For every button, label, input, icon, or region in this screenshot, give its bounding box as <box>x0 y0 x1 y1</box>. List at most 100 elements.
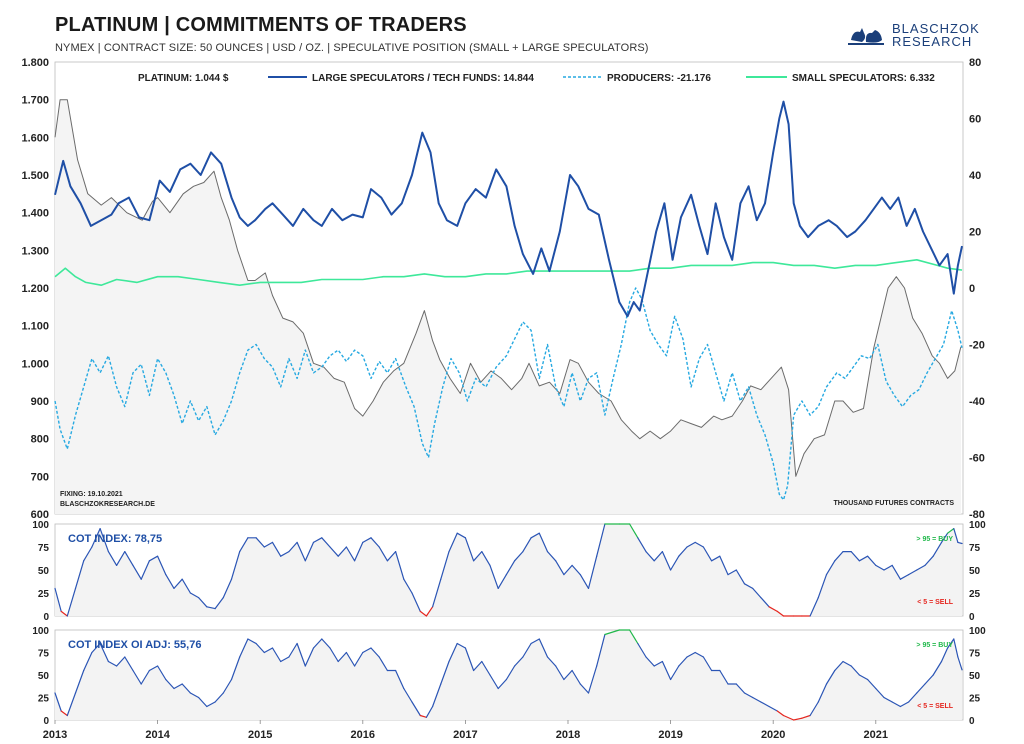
cot-line-segment <box>924 555 934 567</box>
cot-line-segment <box>263 541 274 548</box>
cot-line-segment <box>899 701 910 708</box>
legend-producers: PRODUCERS: -21.176 <box>607 73 711 84</box>
cot-left-tick-label: 50 <box>38 566 50 577</box>
cot-line-segment <box>239 537 249 553</box>
cot-line-segment <box>157 665 167 681</box>
left-axis-tick-label: 1.400 <box>21 208 49 220</box>
cot-line-segment <box>124 656 134 672</box>
left-axis-tick-label: 1.000 <box>21 358 49 370</box>
cot-right-tick-label: 100 <box>969 520 986 531</box>
cot-line-segment <box>411 701 421 717</box>
cot-line-segment <box>271 647 282 663</box>
cot-line-segment <box>743 583 754 590</box>
right-axis-tick-label: 0 <box>969 283 975 295</box>
cot-line-segment <box>505 665 516 681</box>
cot-line-segment <box>419 610 427 617</box>
x-axis-year-label: 2014 <box>145 729 170 741</box>
left-axis-tick-label: 600 <box>31 509 49 521</box>
cot-line-segment <box>907 569 918 576</box>
cot-line-segment <box>107 660 118 667</box>
x-axis-year-label: 2018 <box>556 729 580 741</box>
cot-line-segment <box>522 537 532 553</box>
cot-line-segment <box>866 678 877 690</box>
cot-line-segment <box>793 717 803 721</box>
cot-line-segment <box>271 541 282 557</box>
cot-line-segment <box>538 532 549 553</box>
legend-platinum: PLATINUM: 1.044 $ <box>138 73 229 84</box>
cot-line-segment <box>875 564 885 571</box>
cot-line-segment <box>157 555 167 576</box>
right-axis-tick-label: 20 <box>969 227 981 239</box>
cot-line-segment <box>280 550 290 557</box>
cot-line-segment <box>776 710 785 717</box>
cot-line-segment <box>148 555 159 562</box>
cot-line-segment <box>834 660 844 672</box>
cot-line-segment <box>378 656 388 672</box>
cot-left-tick-label: 75 <box>38 543 50 554</box>
cot-line-segment <box>189 592 200 599</box>
cot-line-segment <box>555 665 565 681</box>
cot-line-segment <box>916 564 926 571</box>
cot-line-segment <box>760 596 770 608</box>
cot-line-segment <box>645 550 655 562</box>
right-axis-tick-label: 60 <box>969 114 981 126</box>
cot-line-segment <box>214 692 224 703</box>
cot-line-segment <box>329 647 339 663</box>
cot-line-segment <box>825 560 836 576</box>
cot-line-segment <box>752 587 762 599</box>
cot-line-segment <box>91 527 101 548</box>
cot-index-label: COT INDEX: 78,75 <box>68 533 162 545</box>
cot-line-segment <box>288 541 298 553</box>
cot-line-segment <box>719 555 729 576</box>
cot-line-segment <box>546 656 557 667</box>
cot-line-segment <box>354 651 364 667</box>
buy-threshold-label: > 95 = BUY <box>916 642 953 649</box>
cot-line-segment <box>74 669 85 694</box>
cot-line-segment <box>54 587 62 613</box>
chart-subtitle: NYMEX | CONTRACT SIZE: 50 OUNCES | USD /… <box>55 42 649 54</box>
x-axis-year-label: 2020 <box>761 729 785 741</box>
price-area <box>55 99 961 514</box>
cot-line-segment <box>505 560 516 576</box>
cot-line-segment <box>206 606 216 610</box>
sell-threshold-label: < 5 = SELL <box>917 703 954 710</box>
cot-line-segment <box>710 555 721 562</box>
cot-line-segment <box>362 647 372 654</box>
cot-line-segment <box>280 656 290 663</box>
cot-line-segment <box>686 541 696 548</box>
cot-line-segment <box>432 683 442 708</box>
cot-line-segment <box>230 656 241 681</box>
cot-line-segment <box>165 678 175 690</box>
cot-line-segment <box>735 683 746 694</box>
cot-line-segment <box>579 573 590 590</box>
cot-line-segment <box>337 546 347 557</box>
legend-small-speculators: SMALL SPECULATORS: 6.332 <box>792 73 935 84</box>
right-axis-tick-label: -80 <box>969 509 985 521</box>
cot-line-segment <box>411 592 421 613</box>
cot-line-segment <box>653 660 664 667</box>
cot-line-segment <box>809 596 819 617</box>
cot-line-segment <box>60 710 68 717</box>
cot-line-segment <box>321 638 331 649</box>
cot-line-segment <box>181 578 191 594</box>
left-axis-tick-label: 1.100 <box>21 321 49 333</box>
sell-threshold-label: < 5 = SELL <box>917 599 954 606</box>
cot-line-segment <box>132 564 142 580</box>
cot-line-segment <box>817 573 828 599</box>
left-axis-tick-label: 1.500 <box>21 170 49 182</box>
buy-threshold-label: > 95 = BUY <box>916 536 953 543</box>
cot-line-segment <box>776 610 785 617</box>
cot-line-segment <box>386 550 397 562</box>
x-axis-year-label: 2015 <box>248 729 272 741</box>
cot-line-segment <box>907 692 918 703</box>
cot-line-segment <box>563 669 573 681</box>
cot-line-segment <box>230 550 241 580</box>
cot-line-segment <box>735 569 746 585</box>
cot-line-segment <box>782 714 795 721</box>
cot-line-segment <box>530 532 540 539</box>
cot-line-segment <box>768 705 778 712</box>
cot-line-segment <box>768 606 778 613</box>
left-axis-tick-label: 800 <box>31 434 49 446</box>
series-small-speculators <box>54 258 963 287</box>
cot-line-segment <box>448 532 458 553</box>
